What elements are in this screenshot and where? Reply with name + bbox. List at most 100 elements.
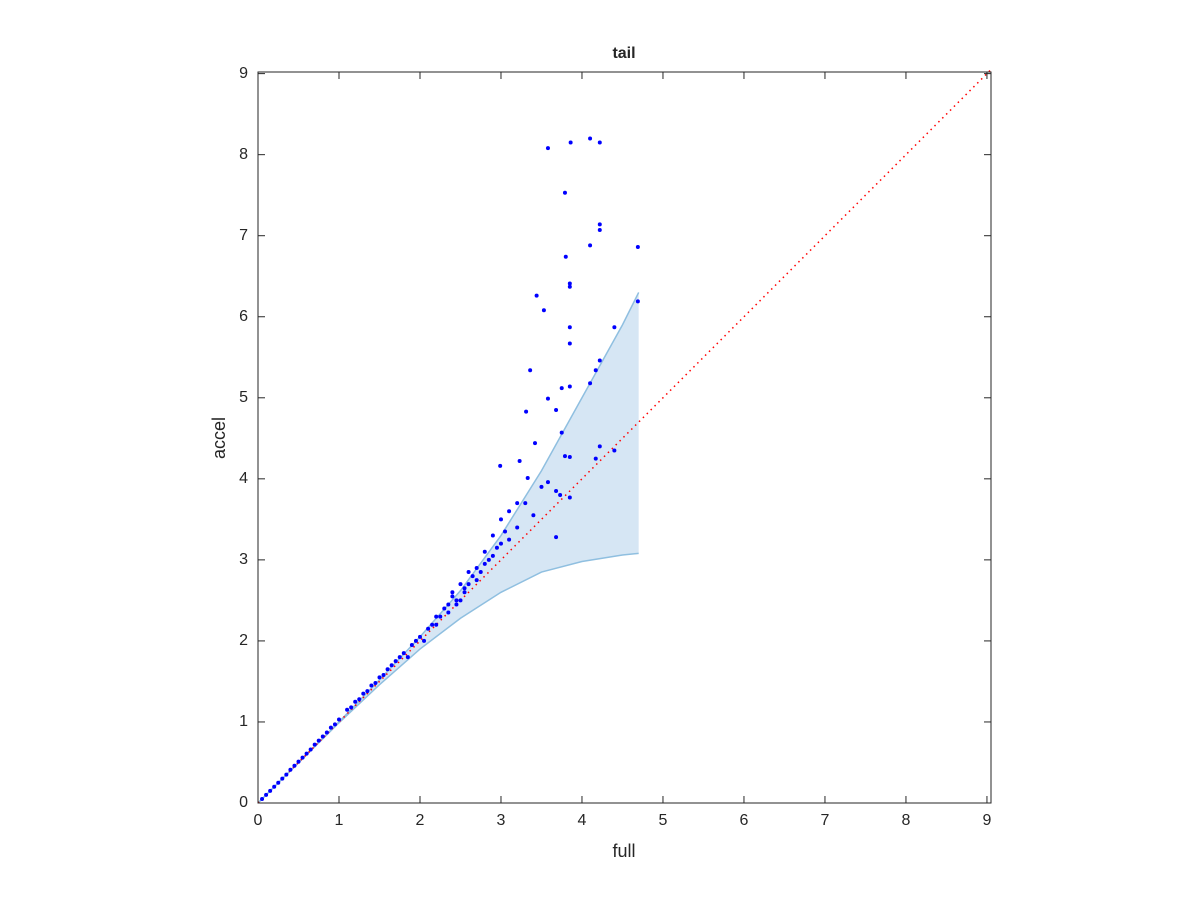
y-axis-label: accel xyxy=(209,417,229,459)
point xyxy=(528,368,533,373)
point xyxy=(373,681,378,686)
point xyxy=(381,672,386,677)
point xyxy=(559,386,564,391)
point xyxy=(554,407,559,412)
point xyxy=(389,663,394,668)
point xyxy=(434,614,439,619)
point xyxy=(567,384,572,389)
x-tick-label: 2 xyxy=(416,812,425,829)
point xyxy=(554,535,559,540)
point xyxy=(567,454,572,459)
point xyxy=(365,689,370,694)
point xyxy=(369,683,374,688)
point xyxy=(466,582,471,587)
point xyxy=(558,493,563,498)
point xyxy=(288,767,293,772)
point xyxy=(478,570,483,575)
point xyxy=(486,557,491,562)
point xyxy=(324,730,329,735)
y-tick-label: 8 xyxy=(239,146,248,163)
point xyxy=(446,602,451,607)
point xyxy=(450,594,455,599)
point xyxy=(545,146,550,151)
reference-line xyxy=(257,69,992,804)
point xyxy=(458,598,463,603)
point xyxy=(353,699,358,704)
point xyxy=(597,358,602,363)
point xyxy=(593,456,598,461)
point xyxy=(545,396,550,401)
axes-box xyxy=(257,71,992,804)
point xyxy=(515,525,520,530)
point xyxy=(490,533,495,538)
point xyxy=(588,136,593,141)
point xyxy=(434,622,439,627)
point xyxy=(316,738,321,743)
point xyxy=(446,610,451,615)
point xyxy=(361,691,366,696)
point xyxy=(385,667,390,672)
point xyxy=(320,734,325,739)
x-tick-label: 8 xyxy=(902,812,911,829)
y-tick-label: 0 xyxy=(239,794,248,811)
point xyxy=(474,578,479,583)
point xyxy=(426,626,431,631)
point xyxy=(442,606,447,611)
point xyxy=(568,140,573,145)
point xyxy=(588,243,593,248)
point xyxy=(597,222,602,227)
point xyxy=(462,590,467,595)
x-axis-label: full xyxy=(612,841,635,861)
point xyxy=(539,484,544,489)
point xyxy=(517,459,522,464)
point xyxy=(401,651,406,656)
point xyxy=(482,561,487,566)
point xyxy=(507,509,512,514)
y-tick-label: 1 xyxy=(239,713,248,730)
point xyxy=(470,574,475,579)
point xyxy=(525,476,530,481)
point xyxy=(524,409,529,414)
point xyxy=(308,747,313,752)
point xyxy=(559,430,564,435)
point xyxy=(474,565,479,570)
band-area xyxy=(258,292,639,803)
point xyxy=(264,792,269,797)
point xyxy=(494,545,499,550)
point xyxy=(328,725,333,730)
point xyxy=(349,705,354,710)
point xyxy=(336,717,341,722)
point xyxy=(562,190,567,195)
point xyxy=(597,444,602,449)
point xyxy=(562,454,567,459)
y-tick-label: 4 xyxy=(239,470,248,487)
point xyxy=(498,541,503,546)
point xyxy=(292,763,297,768)
point xyxy=(503,529,508,534)
point xyxy=(533,441,538,446)
point xyxy=(304,751,309,756)
point xyxy=(312,742,317,747)
point xyxy=(430,622,435,627)
point xyxy=(268,788,273,793)
point xyxy=(515,501,520,506)
point xyxy=(635,299,640,304)
point xyxy=(588,381,593,386)
point xyxy=(597,228,602,233)
x-tick-label: 4 xyxy=(578,812,587,829)
point xyxy=(272,784,277,789)
point xyxy=(450,590,455,595)
point xyxy=(438,614,443,619)
point xyxy=(466,570,471,575)
chart-title: tail xyxy=(612,45,635,62)
point xyxy=(393,659,398,664)
point xyxy=(454,602,459,607)
point xyxy=(417,634,422,639)
x-tick-label: 6 xyxy=(740,812,749,829)
point xyxy=(413,638,418,643)
point xyxy=(397,655,402,660)
point xyxy=(567,341,572,346)
point xyxy=(567,281,572,286)
point xyxy=(422,638,427,643)
